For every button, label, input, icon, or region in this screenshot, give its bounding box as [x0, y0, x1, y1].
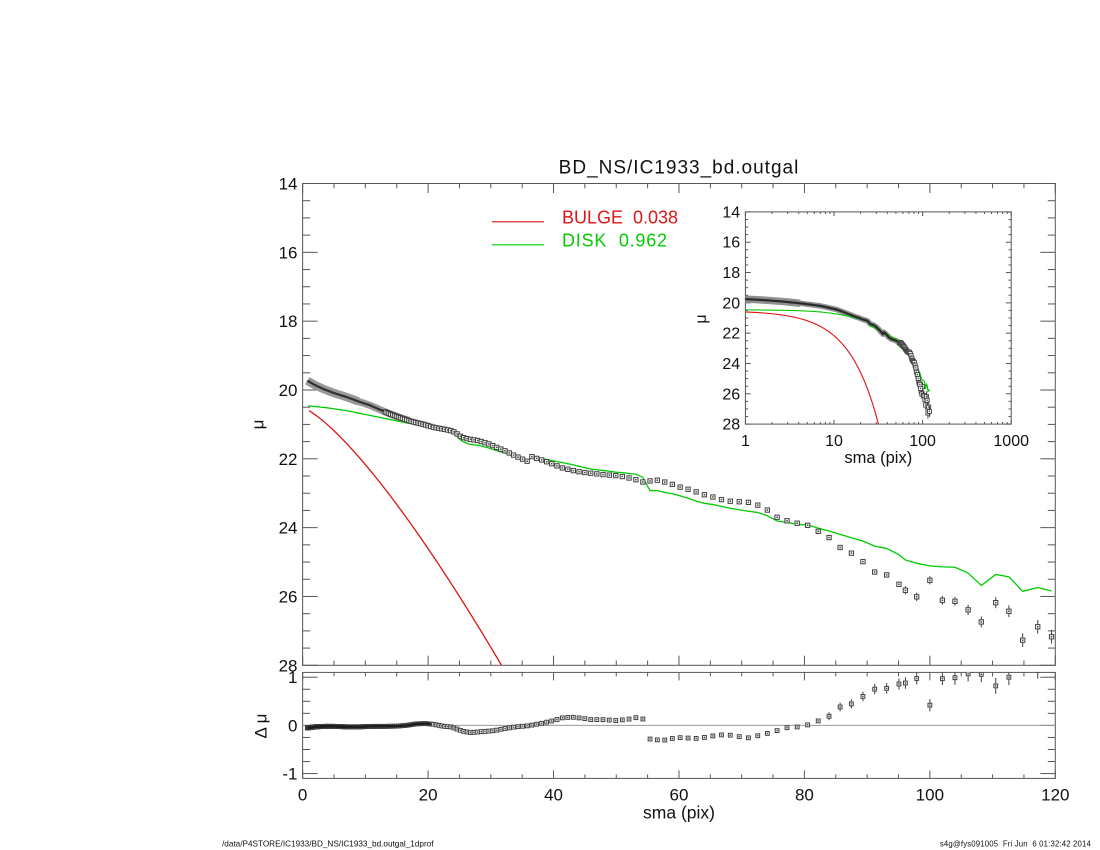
svg-text:16: 16 — [279, 243, 298, 262]
svg-text:BD_NS/IC1933_bd.outgal: BD_NS/IC1933_bd.outgal — [559, 158, 800, 179]
svg-text:1: 1 — [288, 668, 297, 687]
svg-text:0: 0 — [288, 716, 297, 735]
svg-text:80: 80 — [795, 786, 814, 805]
svg-text:10: 10 — [825, 433, 843, 450]
svg-text:100: 100 — [916, 786, 944, 805]
svg-text:0: 0 — [298, 786, 307, 805]
svg-text:20: 20 — [279, 381, 298, 400]
svg-text:Δ μ: Δ μ — [252, 714, 271, 739]
svg-text:24: 24 — [279, 519, 298, 538]
svg-text:1000: 1000 — [993, 433, 1029, 450]
svg-text:20: 20 — [419, 786, 438, 805]
svg-text:-1: -1 — [282, 765, 297, 784]
svg-text:18: 18 — [722, 265, 740, 282]
svg-text:24: 24 — [722, 356, 740, 373]
svg-text:26: 26 — [722, 386, 740, 403]
svg-text:22: 22 — [279, 450, 298, 469]
svg-text:μ: μ — [693, 314, 710, 323]
svg-text:22: 22 — [722, 326, 740, 343]
svg-text:14: 14 — [279, 175, 298, 194]
svg-text:BULGE 0.038: BULGE 0.038 — [562, 208, 678, 228]
svg-text:μ: μ — [249, 420, 268, 430]
svg-text:sma (pix): sma (pix) — [643, 803, 715, 823]
svg-text:120: 120 — [1041, 786, 1069, 805]
svg-text:28: 28 — [722, 417, 740, 434]
svg-text:/data/P4STORE/IC1933/BD_NS/IC1: /data/P4STORE/IC1933/BD_NS/IC1933_bd.out… — [222, 840, 434, 849]
svg-text:20: 20 — [722, 295, 740, 312]
svg-text:16: 16 — [722, 235, 740, 252]
svg-text:14: 14 — [722, 204, 740, 221]
svg-text:1: 1 — [741, 433, 750, 450]
svg-text:sma (pix): sma (pix) — [844, 449, 912, 467]
svg-text:18: 18 — [279, 312, 298, 331]
svg-text:28: 28 — [279, 656, 298, 675]
svg-text:60: 60 — [670, 786, 689, 805]
svg-text:DISK 0.962: DISK 0.962 — [562, 231, 668, 251]
svg-text:26: 26 — [279, 587, 298, 606]
svg-text:s4g@fys091005 Fri Jun 6 01:3: s4g@fys091005 Fri Jun 6 01:32:42 2014 — [940, 840, 1092, 849]
svg-text:100: 100 — [909, 433, 936, 450]
svg-text:40: 40 — [544, 786, 563, 805]
